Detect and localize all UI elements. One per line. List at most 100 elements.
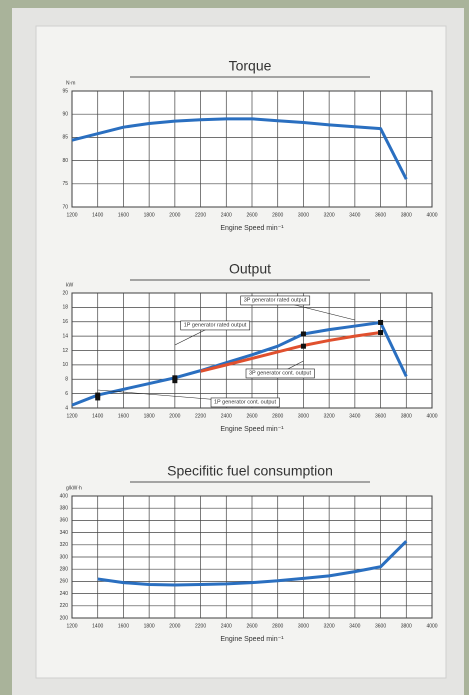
x-tick-label: 2600 — [246, 212, 257, 218]
x-tick-label: 2400 — [221, 212, 232, 218]
y-tick-label: 70 — [62, 204, 68, 210]
x-tick-label: 2800 — [272, 413, 283, 419]
annotation-box — [245, 368, 315, 379]
x-tick-label: 3800 — [401, 623, 412, 629]
data-point — [378, 330, 384, 336]
data-point — [172, 375, 178, 381]
data-point — [95, 395, 101, 401]
x-tick-label: 2600 — [246, 623, 257, 629]
y-tick-label: 8 — [65, 377, 68, 383]
x-tick-label: 3800 — [401, 413, 412, 419]
x-tick-label: 2400 — [221, 413, 232, 419]
data-point — [95, 392, 101, 398]
x-tick-label: 1400 — [92, 212, 103, 218]
x-tick-label: 3400 — [349, 623, 360, 629]
annotation: 3P generator rated output — [244, 297, 307, 303]
y-tick-label: 300 — [60, 554, 69, 560]
annotation: 1P generator cont. output — [214, 399, 276, 405]
x-tick-label: 3600 — [375, 413, 386, 419]
x-tick-label: 4000 — [426, 623, 437, 629]
y-axis-label: g/kW·h — [66, 485, 82, 491]
y-tick-label: 85 — [62, 135, 68, 141]
annotation: 3P generator cont. output — [249, 370, 311, 376]
x-tick-label: 2400 — [221, 623, 232, 629]
x-tick-label: 1600 — [118, 623, 129, 629]
y-axis-label: kW — [66, 282, 74, 288]
y-tick-label: 380 — [60, 506, 69, 512]
x-tick-label: 3400 — [349, 413, 360, 419]
x-tick-label: 1800 — [144, 212, 155, 218]
x-tick-label: 2200 — [195, 413, 206, 419]
x-tick-label: 2800 — [272, 212, 283, 218]
y-tick-label: 4 — [65, 405, 68, 411]
x-tick-label: 2200 — [195, 212, 206, 218]
y-tick-label: 80 — [62, 158, 68, 164]
line-series — [200, 331, 381, 373]
x-tick-label: 1800 — [144, 413, 155, 419]
data-point — [378, 319, 384, 325]
x-tick-label: 1400 — [92, 413, 103, 419]
x-tick-label: 1800 — [144, 623, 155, 629]
y-tick-label: 260 — [60, 579, 69, 585]
data-point — [300, 343, 306, 349]
x-tick-label: 2200 — [195, 623, 206, 629]
x-tick-label: 2800 — [272, 623, 283, 629]
y-tick-label: 200 — [60, 615, 69, 621]
x-axis-label: Engine Speed min⁻¹ — [220, 636, 284, 643]
x-tick-label: 2600 — [246, 413, 257, 419]
data-point — [300, 331, 306, 337]
x-axis-label: Engine Speed min⁻¹ — [220, 225, 284, 232]
y-tick-label: 20 — [62, 290, 68, 296]
y-tick-label: 240 — [60, 591, 69, 597]
x-tick-label: 1600 — [118, 212, 129, 218]
y-tick-label: 90 — [62, 112, 68, 118]
y-tick-label: 16 — [62, 319, 68, 325]
y-tick-label: 10 — [62, 362, 68, 368]
x-tick-label: 3400 — [349, 212, 360, 218]
data-point — [172, 378, 178, 384]
x-tick-label: 1200 — [66, 212, 77, 218]
y-axis-label: N·m — [66, 80, 75, 86]
y-tick-label: 14 — [62, 333, 68, 339]
y-tick-label: 320 — [60, 542, 69, 548]
y-tick-label: 280 — [60, 567, 69, 573]
x-tick-label: 3200 — [324, 212, 335, 218]
y-tick-label: 12 — [62, 348, 68, 354]
annotation-box — [240, 295, 311, 306]
y-tick-label: 95 — [62, 88, 68, 94]
annotation-box — [210, 397, 280, 408]
x-tick-label: 4000 — [426, 413, 437, 419]
x-tick-label: 3000 — [298, 212, 309, 218]
x-tick-label: 1200 — [66, 413, 77, 419]
line-series — [71, 117, 408, 180]
y-tick-label: 18 — [62, 305, 68, 311]
annotation: 1P generator rated output — [184, 322, 247, 328]
x-tick-label: 3600 — [375, 623, 386, 629]
y-tick-label: 75 — [62, 181, 68, 187]
x-tick-label: 1200 — [66, 623, 77, 629]
y-tick-label: 400 — [60, 493, 69, 499]
x-tick-label: 3200 — [324, 413, 335, 419]
chart-title: Output — [229, 261, 271, 277]
x-tick-label: 3600 — [375, 212, 386, 218]
y-tick-label: 340 — [60, 530, 69, 536]
x-axis-label: Engine Speed min⁻¹ — [220, 426, 284, 433]
x-tick-label: 2000 — [169, 623, 180, 629]
chart-title: Torque — [229, 58, 272, 74]
x-tick-label: 2000 — [169, 212, 180, 218]
x-tick-label: 4000 — [426, 212, 437, 218]
x-tick-label: 1400 — [92, 623, 103, 629]
y-tick-label: 6 — [65, 391, 68, 397]
chart-title: Specifitic fuel consumption — [167, 463, 333, 479]
x-tick-label: 3800 — [401, 212, 412, 218]
line-series — [97, 540, 408, 587]
x-tick-label: 3000 — [298, 413, 309, 419]
y-tick-label: 220 — [60, 603, 69, 609]
x-tick-label: 2000 — [169, 413, 180, 419]
line-series — [71, 320, 408, 407]
annotation-box — [180, 320, 251, 331]
x-tick-label: 1600 — [118, 413, 129, 419]
x-tick-label: 3200 — [324, 623, 335, 629]
y-tick-label: 360 — [60, 518, 69, 524]
